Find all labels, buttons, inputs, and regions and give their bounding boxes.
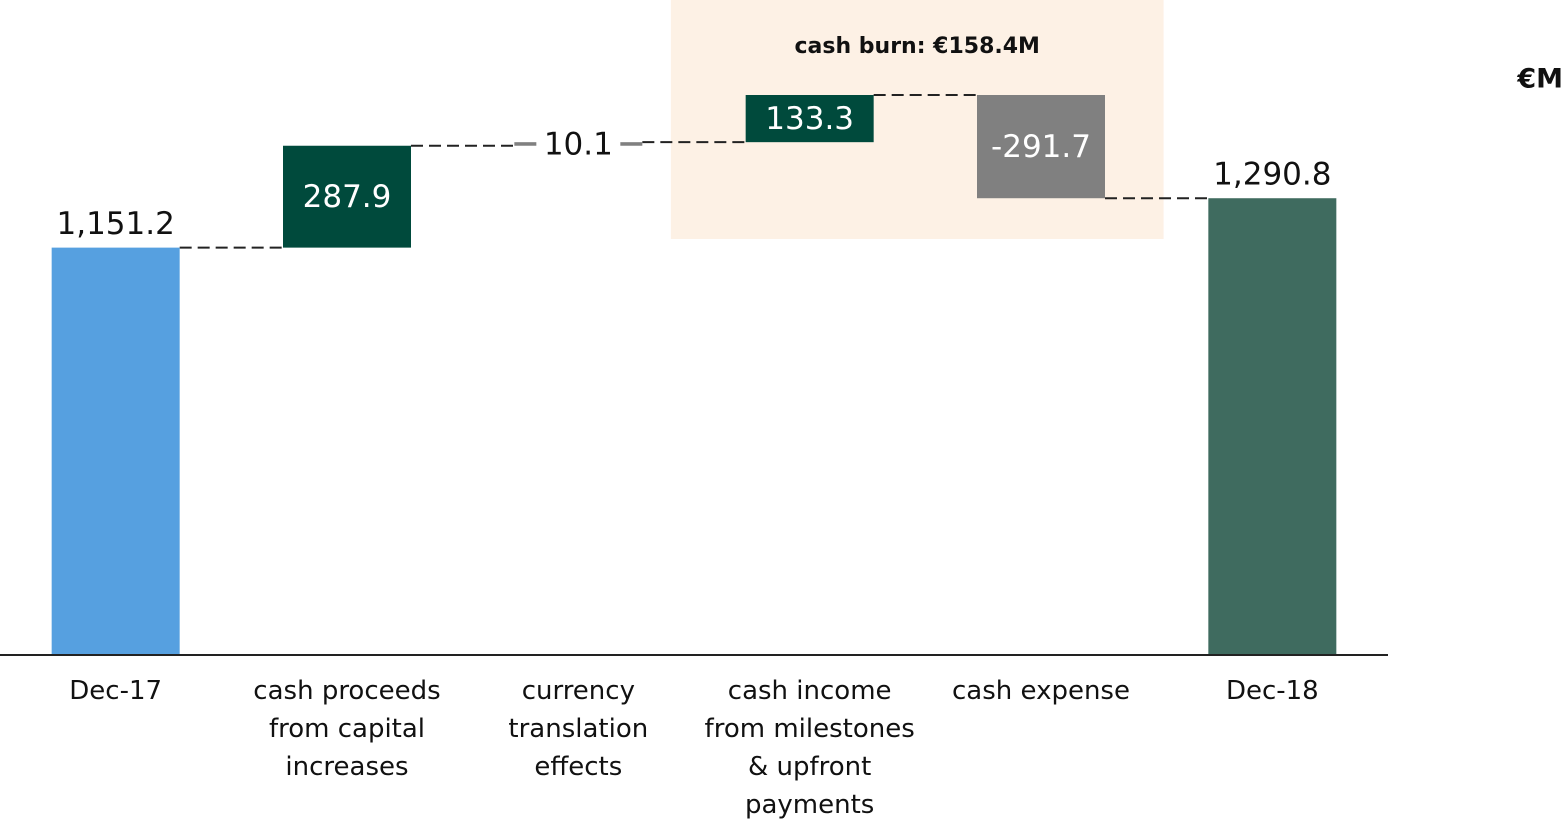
x-tick-label: currency translation effects	[508, 676, 649, 782]
value-label: -291.7	[991, 129, 1091, 165]
x-tick-label: Dec-18	[1225, 676, 1319, 706]
x-tick-label: cash proceeds from capital increases	[253, 676, 441, 782]
bar	[977, 95, 1105, 199]
value-label: 287.9	[303, 179, 392, 215]
bar	[1208, 198, 1337, 656]
x-tick-label: Dec-17	[69, 676, 163, 706]
annotation: cash burn: €158.4M	[794, 34, 1039, 59]
value-label: 1,151.2	[57, 206, 175, 242]
x-tick-label: cash expense	[952, 676, 1130, 706]
unit-label: €M	[1516, 64, 1563, 95]
value-label: 10.1	[544, 126, 613, 162]
value-label: 1,290.8	[1213, 157, 1331, 193]
label-background	[536, 125, 621, 162]
bar	[745, 95, 874, 143]
bar	[283, 145, 411, 248]
x-tick-label: cash income from milestones & upfront pa…	[704, 676, 915, 820]
bar	[51, 247, 180, 655]
value-label: 133.3	[765, 101, 854, 137]
